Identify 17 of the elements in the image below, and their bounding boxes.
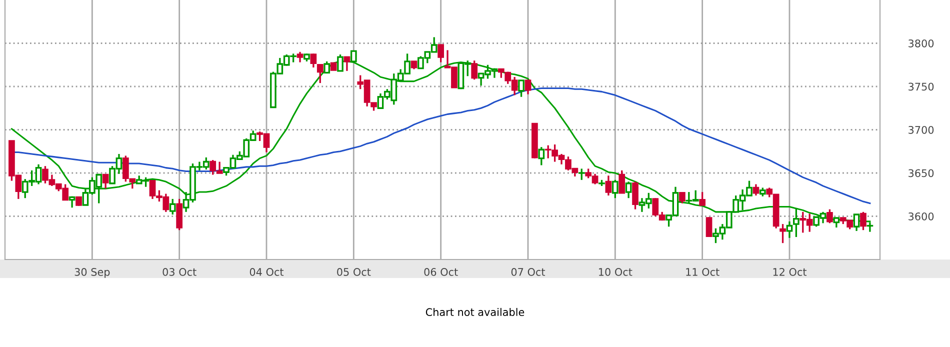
y-tick-label: 3800	[908, 39, 934, 48]
x-tick-label: 05 Oct	[337, 268, 371, 276]
y-tick-label: 3650	[908, 169, 934, 178]
x-tick-label: 04 Oct	[250, 268, 284, 276]
x-tick-label: 10 Oct	[599, 268, 632, 276]
x-tick-label: 03 Oct	[162, 268, 196, 276]
y-tick-label: 3750	[908, 82, 934, 91]
candlestick	[786, 220, 793, 239]
x-tick-label: 11 Oct	[686, 268, 720, 276]
x-tick-label: 07 Oct	[511, 268, 546, 276]
x-tick-label: 12 Oct	[773, 268, 807, 276]
text: Chart not available	[426, 308, 524, 316]
y-tick-label: 3600	[908, 212, 934, 220]
y-tick-label: 3700	[908, 126, 934, 134]
candlestick	[752, 183, 760, 196]
x-tick-label: 06 Oct	[424, 268, 458, 276]
x-tick-label: 30 Sep	[74, 268, 110, 278]
